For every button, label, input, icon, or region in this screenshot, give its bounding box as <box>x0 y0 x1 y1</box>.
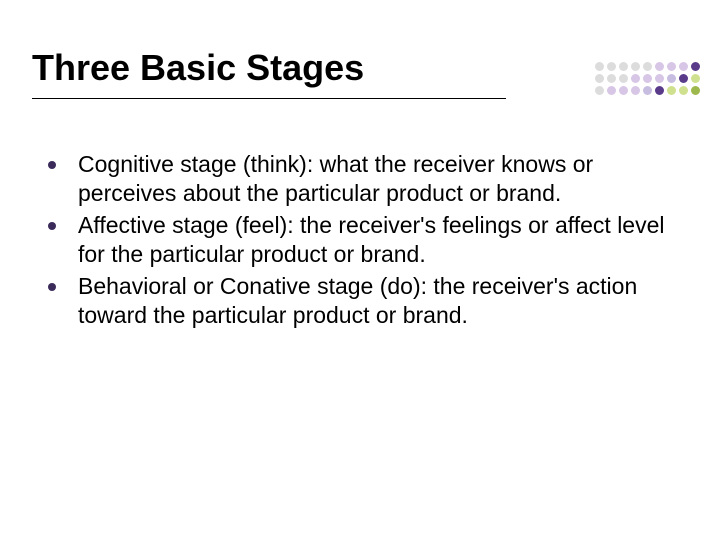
corner-dot-decoration <box>595 62 700 95</box>
decoration-dot <box>691 74 700 83</box>
decoration-dot <box>643 62 652 71</box>
bullet-icon <box>48 161 56 169</box>
decoration-dot <box>607 62 616 71</box>
bullet-item: Affective stage (feel): the receiver's f… <box>48 211 668 270</box>
bullet-icon <box>48 283 56 291</box>
decoration-dot <box>643 86 652 95</box>
decoration-dot <box>631 62 640 71</box>
decoration-dot <box>679 74 688 83</box>
decoration-dot <box>607 74 616 83</box>
decoration-dot <box>595 74 604 83</box>
decoration-dot <box>595 86 604 95</box>
title-underline <box>32 98 506 99</box>
decoration-dot <box>691 86 700 95</box>
slide-title: Three Basic Stages <box>32 48 364 88</box>
decoration-dot <box>619 62 628 71</box>
decoration-dot <box>691 62 700 71</box>
bullet-text: Cognitive stage (think): what the receiv… <box>78 150 668 209</box>
decoration-dot <box>655 74 664 83</box>
bullet-icon <box>48 222 56 230</box>
decoration-dot <box>619 86 628 95</box>
decoration-dot <box>655 62 664 71</box>
decoration-dot <box>667 86 676 95</box>
decoration-dot <box>655 86 664 95</box>
bullet-item: Cognitive stage (think): what the receiv… <box>48 150 668 209</box>
decoration-dot <box>619 74 628 83</box>
decoration-dot <box>631 86 640 95</box>
decoration-dot <box>679 62 688 71</box>
decoration-dot <box>667 74 676 83</box>
decoration-dot <box>667 62 676 71</box>
decoration-dot <box>595 62 604 71</box>
bullet-text: Affective stage (feel): the receiver's f… <box>78 211 668 270</box>
decoration-dot <box>643 74 652 83</box>
slide: Three Basic Stages Cognitive stage (thin… <box>0 0 720 540</box>
bullet-item: Behavioral or Conative stage (do): the r… <box>48 272 668 331</box>
bullet-text: Behavioral or Conative stage (do): the r… <box>78 272 668 331</box>
decoration-dot <box>679 86 688 95</box>
decoration-dot <box>631 74 640 83</box>
decoration-dot <box>607 86 616 95</box>
bullet-list: Cognitive stage (think): what the receiv… <box>48 150 668 333</box>
